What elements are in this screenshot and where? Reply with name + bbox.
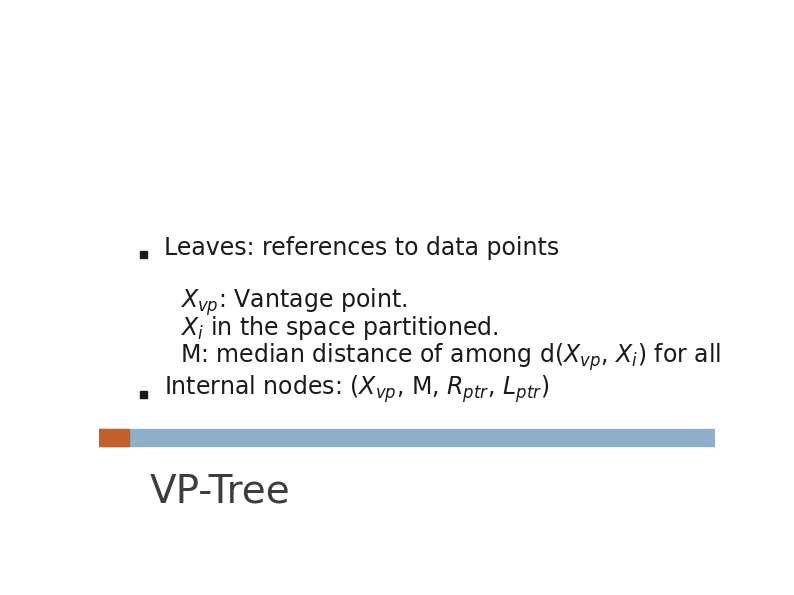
Text: Internal nodes: ($X_{vp}$, M, $R_{ptr}$, $L_{ptr}$): Internal nodes: ($X_{vp}$, M, $R_{ptr}$,… — [164, 373, 549, 405]
Text: $X_{vp}$: Vantage point.: $X_{vp}$: Vantage point. — [180, 286, 407, 318]
Bar — [99, 429, 715, 446]
Bar — [140, 391, 147, 398]
Text: VP-Tree: VP-Tree — [150, 473, 291, 511]
Bar — [99, 429, 129, 446]
Bar — [140, 251, 147, 258]
Text: M: median distance of among d($X_{vp}$, $X_i$) for all: M: median distance of among d($X_{vp}$, … — [180, 341, 722, 372]
Text: $X_i$ in the space partitioned.: $X_i$ in the space partitioned. — [180, 314, 499, 342]
Text: Leaves: references to data points: Leaves: references to data points — [164, 236, 559, 259]
